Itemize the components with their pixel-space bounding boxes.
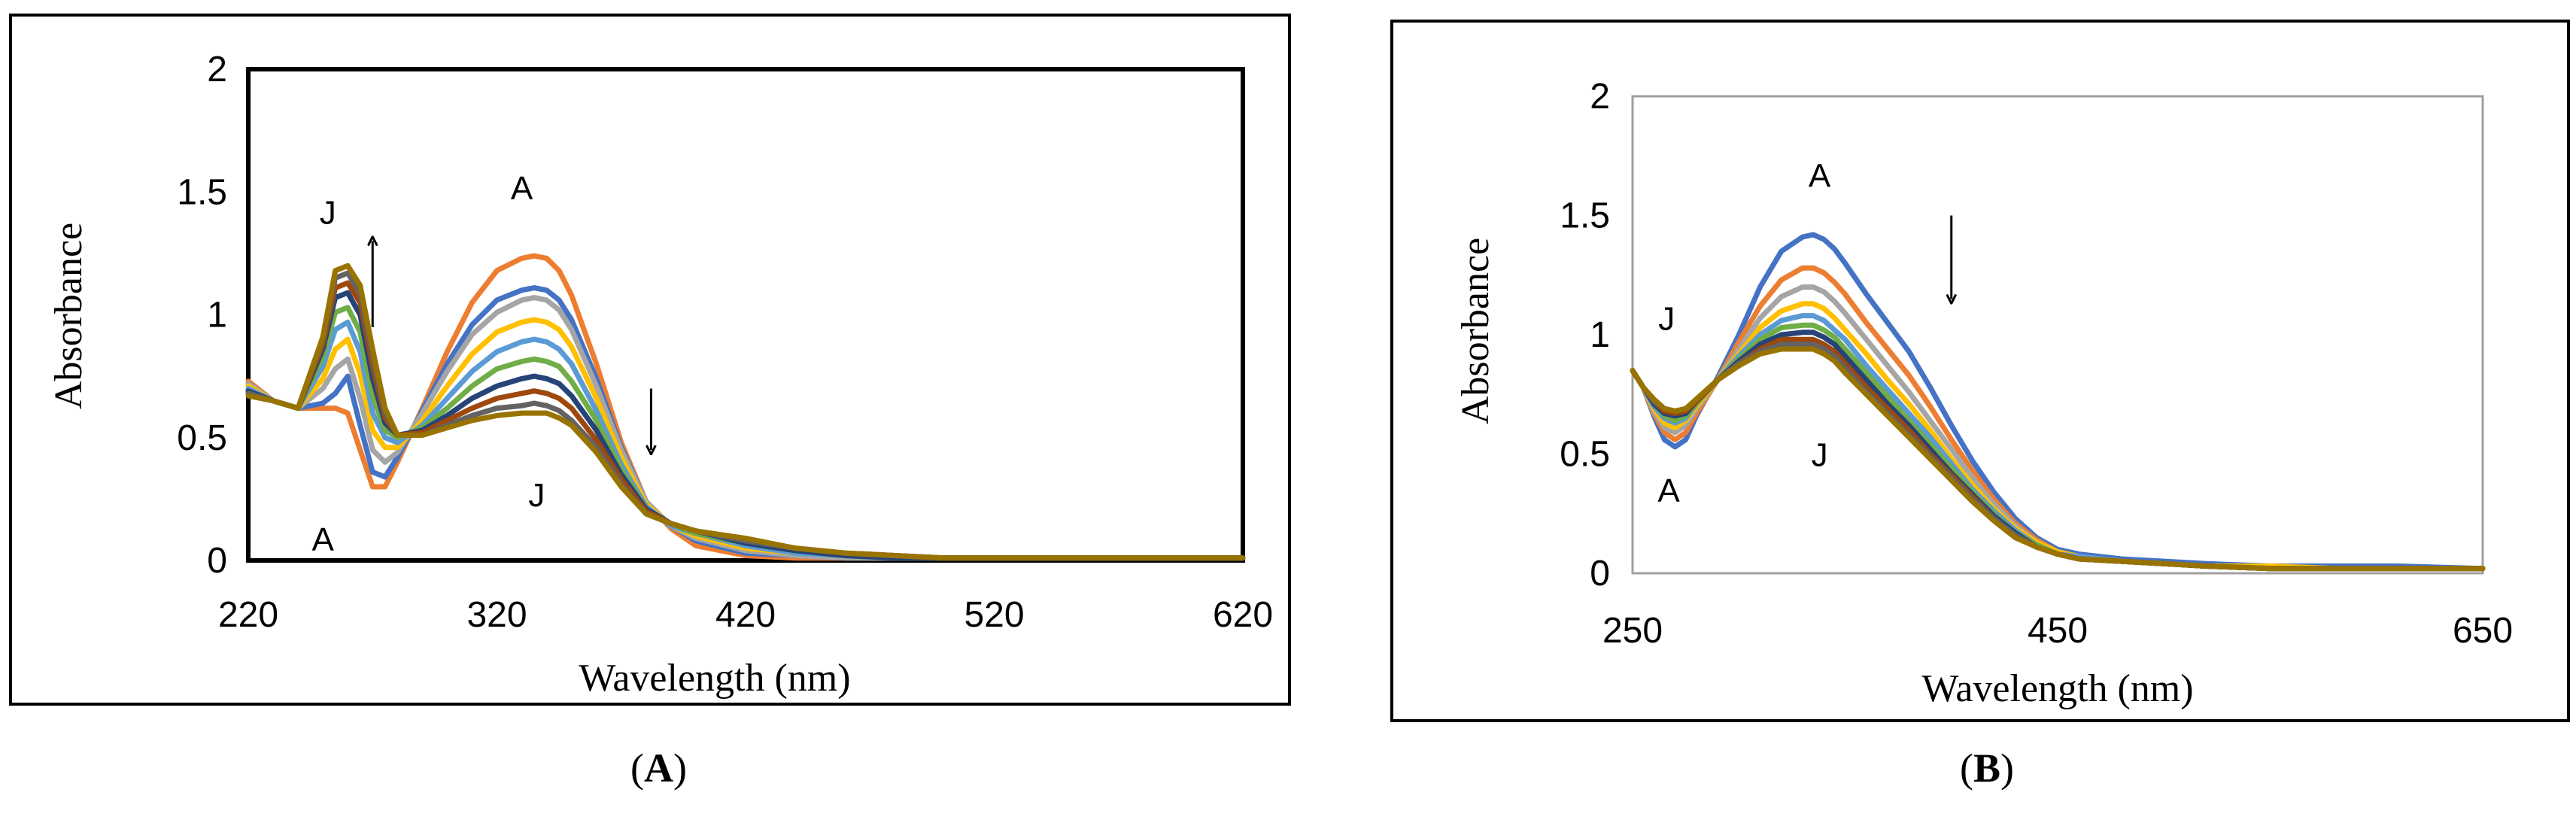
panel-a-annotation-j: J — [320, 195, 336, 232]
panel-b-frame — [1390, 20, 2570, 722]
panel-a-x-tick-label: 520 — [964, 595, 1024, 635]
panel-b-annotation-a: A — [1809, 157, 1831, 194]
panel-b-y-tick-label: 1.5 — [1560, 196, 1610, 236]
panel-a-x-tick-label: 420 — [715, 595, 776, 635]
panel-b-series-line-10 — [1630, 346, 2486, 572]
panel-a-annotation-j: J — [528, 477, 545, 514]
panel-b-y-tick-label: 0.5 — [1560, 435, 1610, 475]
panel-a-label: A — [643, 746, 673, 791]
panel-b-annotation-j: J — [1812, 436, 1828, 473]
panel-a-frame — [9, 14, 1291, 706]
panel-a-y-tick-label: 0.5 — [177, 418, 227, 458]
panel-b-plot-area — [1631, 95, 2484, 575]
panel-b-series-line-9 — [1630, 342, 2486, 572]
panel-b-annotation-j: J — [1658, 301, 1675, 338]
panel-b-y-tick-label: 2 — [1590, 77, 1610, 117]
panel-b-series-line-6 — [1630, 322, 2486, 572]
panel-a-y-tick-label: 0 — [207, 541, 227, 581]
panel-a-x-tick-label: 220 — [218, 595, 278, 635]
panel-a-series-line-10 — [245, 263, 1246, 561]
panel-a-series-line-3 — [245, 295, 1246, 561]
panel-b-series-line-2 — [1630, 265, 2486, 572]
panel-a-annotation-a: A — [511, 170, 533, 207]
panel-a-series-line-7 — [245, 290, 1246, 561]
panel-b-y-axis-title: Absorbance — [1454, 238, 1497, 424]
panel-a-y-tick-label: 1 — [207, 296, 227, 336]
panel-a-x-axis-title: Wavelength (nm) — [579, 657, 850, 700]
panel-b-x-tick-label: 450 — [2028, 611, 2088, 651]
panel-a-annotation-a: A — [311, 521, 334, 558]
panel-a-series-line-2 — [245, 285, 1246, 561]
panel-b-caption: (B) — [1960, 746, 2014, 791]
panel-a-chart: 0 0.5 1 1.5 2 220 320 420 520 620 Wavelength (nm) A… — [47, 50, 1273, 700]
panel-b-label: B — [1973, 746, 2001, 791]
panel-b-x-axis-title: Wavelength (nm) — [1921, 667, 2193, 710]
panel-a-x-tick-label: 320 — [466, 595, 527, 635]
panel-b-series-line-1 — [1630, 232, 2486, 572]
panel-a-x-tick-label: 620 — [1213, 595, 1273, 635]
panel-a-y-tick-label: 1.5 — [177, 172, 227, 212]
panel-b-chart: 0 0.5 1 1.5 2 250 450 650 Wavelength (nm) Absorba… — [1454, 77, 2513, 710]
panel-b-y-tick-label: 0 — [1590, 554, 1610, 594]
panel-b-x-tick-label: 250 — [1602, 611, 1663, 651]
panel-a-series-line-1 — [245, 253, 1246, 561]
panel-a-y-tick-label: 2 — [207, 50, 227, 90]
panel-b-y-tick-label: 1 — [1590, 315, 1610, 355]
panel-a-caption: (A) — [630, 746, 687, 791]
panel-a-plot-area — [246, 67, 1245, 563]
panel-b-x-tick-label: 650 — [2453, 611, 2513, 651]
panel-b-series-line-7 — [1630, 330, 2486, 572]
panel-b-annotation-a: A — [1657, 472, 1680, 509]
panel-a-series-line-8 — [245, 280, 1246, 561]
panel-a-series-line-9 — [245, 270, 1246, 561]
panel-b-series-line-8 — [1630, 336, 2486, 572]
panel-a-y-axis-title: Absorbance — [47, 223, 90, 409]
